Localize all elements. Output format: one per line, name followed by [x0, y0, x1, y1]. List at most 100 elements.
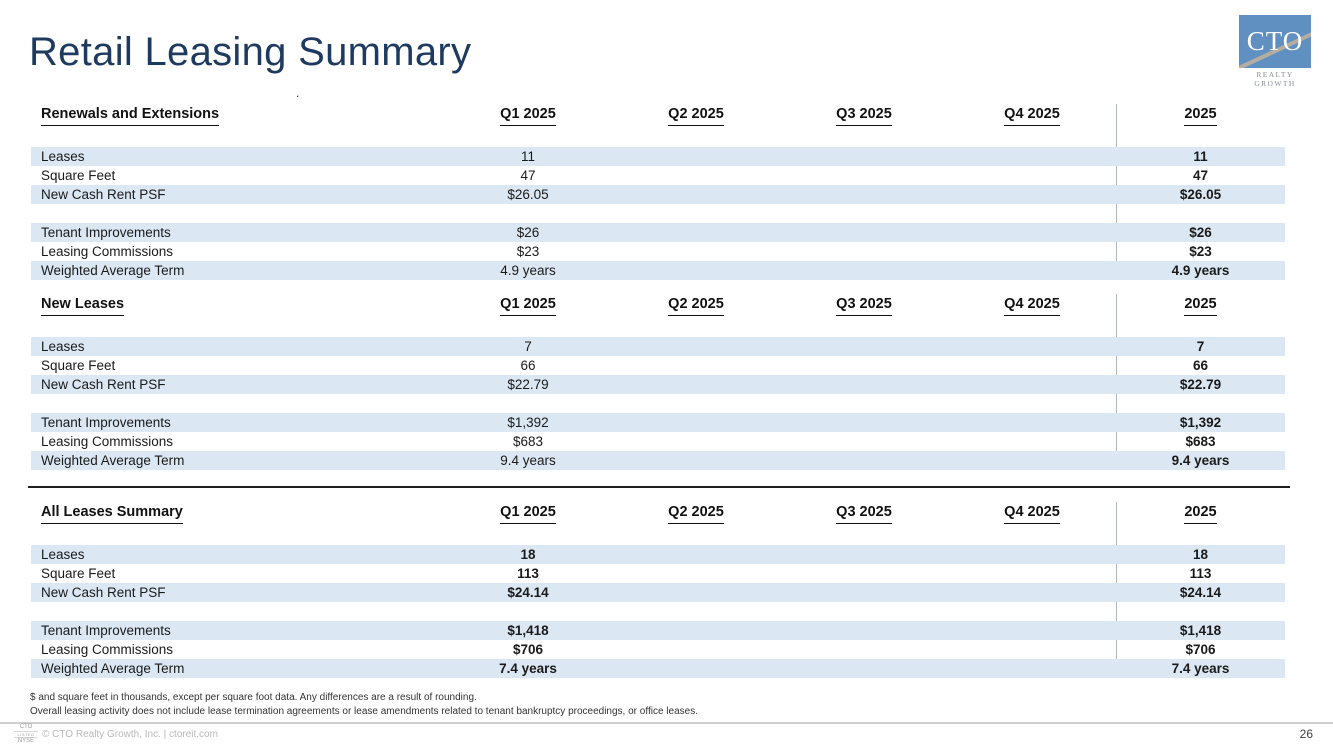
row-label: Square Feet [41, 566, 116, 581]
table-row: Square Feet 47 47 [31, 166, 1285, 185]
col-header-q2: Q2 2025 [612, 294, 780, 316]
badge-listed: LISTED [14, 732, 38, 738]
cell-q4 [948, 375, 1116, 394]
table-row: Tenant Improvements $26 $26 [31, 223, 1285, 242]
cell-q4 [948, 659, 1116, 678]
table-row: New Cash Rent PSF $26.05 $26.05 [31, 185, 1285, 204]
cell-q1: $23 [516, 244, 540, 259]
cell-q2 [612, 337, 780, 356]
row-label: New Cash Rent PSF [41, 187, 166, 202]
cell-q1 [444, 204, 612, 223]
cell-q1: $24.14 [507, 585, 549, 600]
cell-q2 [612, 583, 780, 602]
table-row: Leases 11 11 [31, 147, 1285, 166]
col-header-total: 2025 [1116, 502, 1285, 524]
row-label: Square Feet [41, 168, 116, 183]
table-title: Renewals and Extensions [31, 104, 444, 126]
table-row: Leasing Commissions $23 $23 [31, 242, 1285, 261]
cell-q3 [780, 583, 948, 602]
table-row: Leases 18 18 [31, 545, 1285, 564]
cell-q1: 47 [520, 168, 536, 183]
row-label [31, 204, 444, 223]
cell-total: 47 [1192, 168, 1209, 183]
table-row: Square Feet 66 66 [31, 356, 1285, 375]
table-row: Leasing Commissions $683 $683 [31, 432, 1285, 451]
cell-q2 [612, 659, 780, 678]
row-label: Leasing Commissions [41, 434, 174, 449]
cell-q3 [780, 545, 948, 564]
row-label: Leasing Commissions [41, 642, 174, 657]
cell-q2 [612, 545, 780, 564]
cell-q4 [948, 413, 1116, 432]
cell-q4 [948, 261, 1116, 280]
row-label: Leasing Commissions [41, 244, 174, 259]
row-label: Leases [41, 149, 85, 164]
cell-q4 [948, 166, 1116, 185]
table-spacer-row [31, 394, 1285, 413]
cell-total: $1,392 [1179, 415, 1222, 430]
cell-q3 [780, 166, 948, 185]
row-label: Tenant Improvements [41, 225, 171, 240]
cell-q1: $683 [512, 434, 544, 449]
cell-q1: $22.79 [507, 377, 549, 392]
cell-q2 [612, 413, 780, 432]
cell-total: $24.14 [1179, 585, 1222, 600]
section-divider-rule [28, 486, 1290, 488]
page-title: Retail Leasing Summary [29, 30, 472, 74]
col-header-q3: Q3 2025 [780, 294, 948, 316]
cell-q2 [612, 166, 780, 185]
logo-text: CTO [1246, 26, 1304, 56]
col-header-total: 2025 [1116, 104, 1285, 126]
cell-q2 [612, 640, 780, 659]
cell-q2 [612, 204, 780, 223]
table-body: Leases 11 11 Square Feet 47 47 New Cash Rent P… [31, 147, 1285, 280]
page-number: 26 [1299, 727, 1313, 741]
cell-q1: $26.05 [507, 187, 549, 202]
cell-q3 [780, 432, 948, 451]
cell-q2 [612, 602, 780, 621]
table-spacer-row [31, 602, 1285, 621]
cell-q4 [948, 564, 1116, 583]
table-title: All Leases Summary [31, 502, 444, 524]
cell-q2 [612, 242, 780, 261]
cell-total: $683 [1185, 434, 1216, 449]
cell-q3 [780, 261, 948, 280]
row-label: Weighted Average Term [41, 661, 185, 676]
nyse-listed-badge: CTO LISTED NYSE [14, 724, 38, 745]
cell-q3 [780, 659, 948, 678]
cell-q4 [948, 602, 1116, 621]
table-new-leases: New Leases Q1 2025 Q2 2025 Q3 2025 Q4 20… [31, 294, 1285, 470]
footer-divider-line [0, 722, 1333, 724]
cell-q2 [612, 223, 780, 242]
cell-total: $26 [1189, 225, 1212, 240]
cto-logo: CTO REALTY GROWTH [1239, 15, 1311, 88]
table-row: Square Feet 113 113 [31, 564, 1285, 583]
table-header-row: All Leases Summary Q1 2025 Q2 2025 Q3 20… [31, 502, 1285, 524]
table-header-row: New Leases Q1 2025 Q2 2025 Q3 2025 Q4 20… [31, 294, 1285, 316]
cell-q2 [612, 375, 780, 394]
cell-q4 [948, 621, 1116, 640]
cell-q4 [948, 545, 1116, 564]
table-row: Weighted Average Term 9.4 years 9.4 years [31, 451, 1285, 470]
row-label [31, 602, 444, 621]
table-all-leases-summary: All Leases Summary Q1 2025 Q2 2025 Q3 20… [31, 502, 1285, 678]
cell-q3 [780, 223, 948, 242]
row-label: Leases [41, 339, 85, 354]
cto-logo-box: CTO [1239, 15, 1311, 68]
cell-q4 [948, 242, 1116, 261]
cell-q2 [612, 261, 780, 280]
table-row: Leasing Commissions $706 $706 [31, 640, 1285, 659]
cell-q4 [948, 583, 1116, 602]
cell-total: 7.4 years [1171, 661, 1230, 676]
cell-q4 [948, 337, 1116, 356]
cell-q1: 4.9 years [500, 263, 556, 278]
col-header-q4: Q4 2025 [948, 502, 1116, 524]
cell-q2 [612, 185, 780, 204]
cell-q1: 11 [520, 149, 535, 164]
table-row: Tenant Improvements $1,392 $1,392 [31, 413, 1285, 432]
col-header-q3: Q3 2025 [780, 104, 948, 126]
row-label [31, 394, 444, 413]
col-header-total: 2025 [1116, 294, 1285, 316]
cell-q1: 9.4 years [500, 453, 556, 468]
cell-q1: $1,418 [507, 623, 549, 638]
